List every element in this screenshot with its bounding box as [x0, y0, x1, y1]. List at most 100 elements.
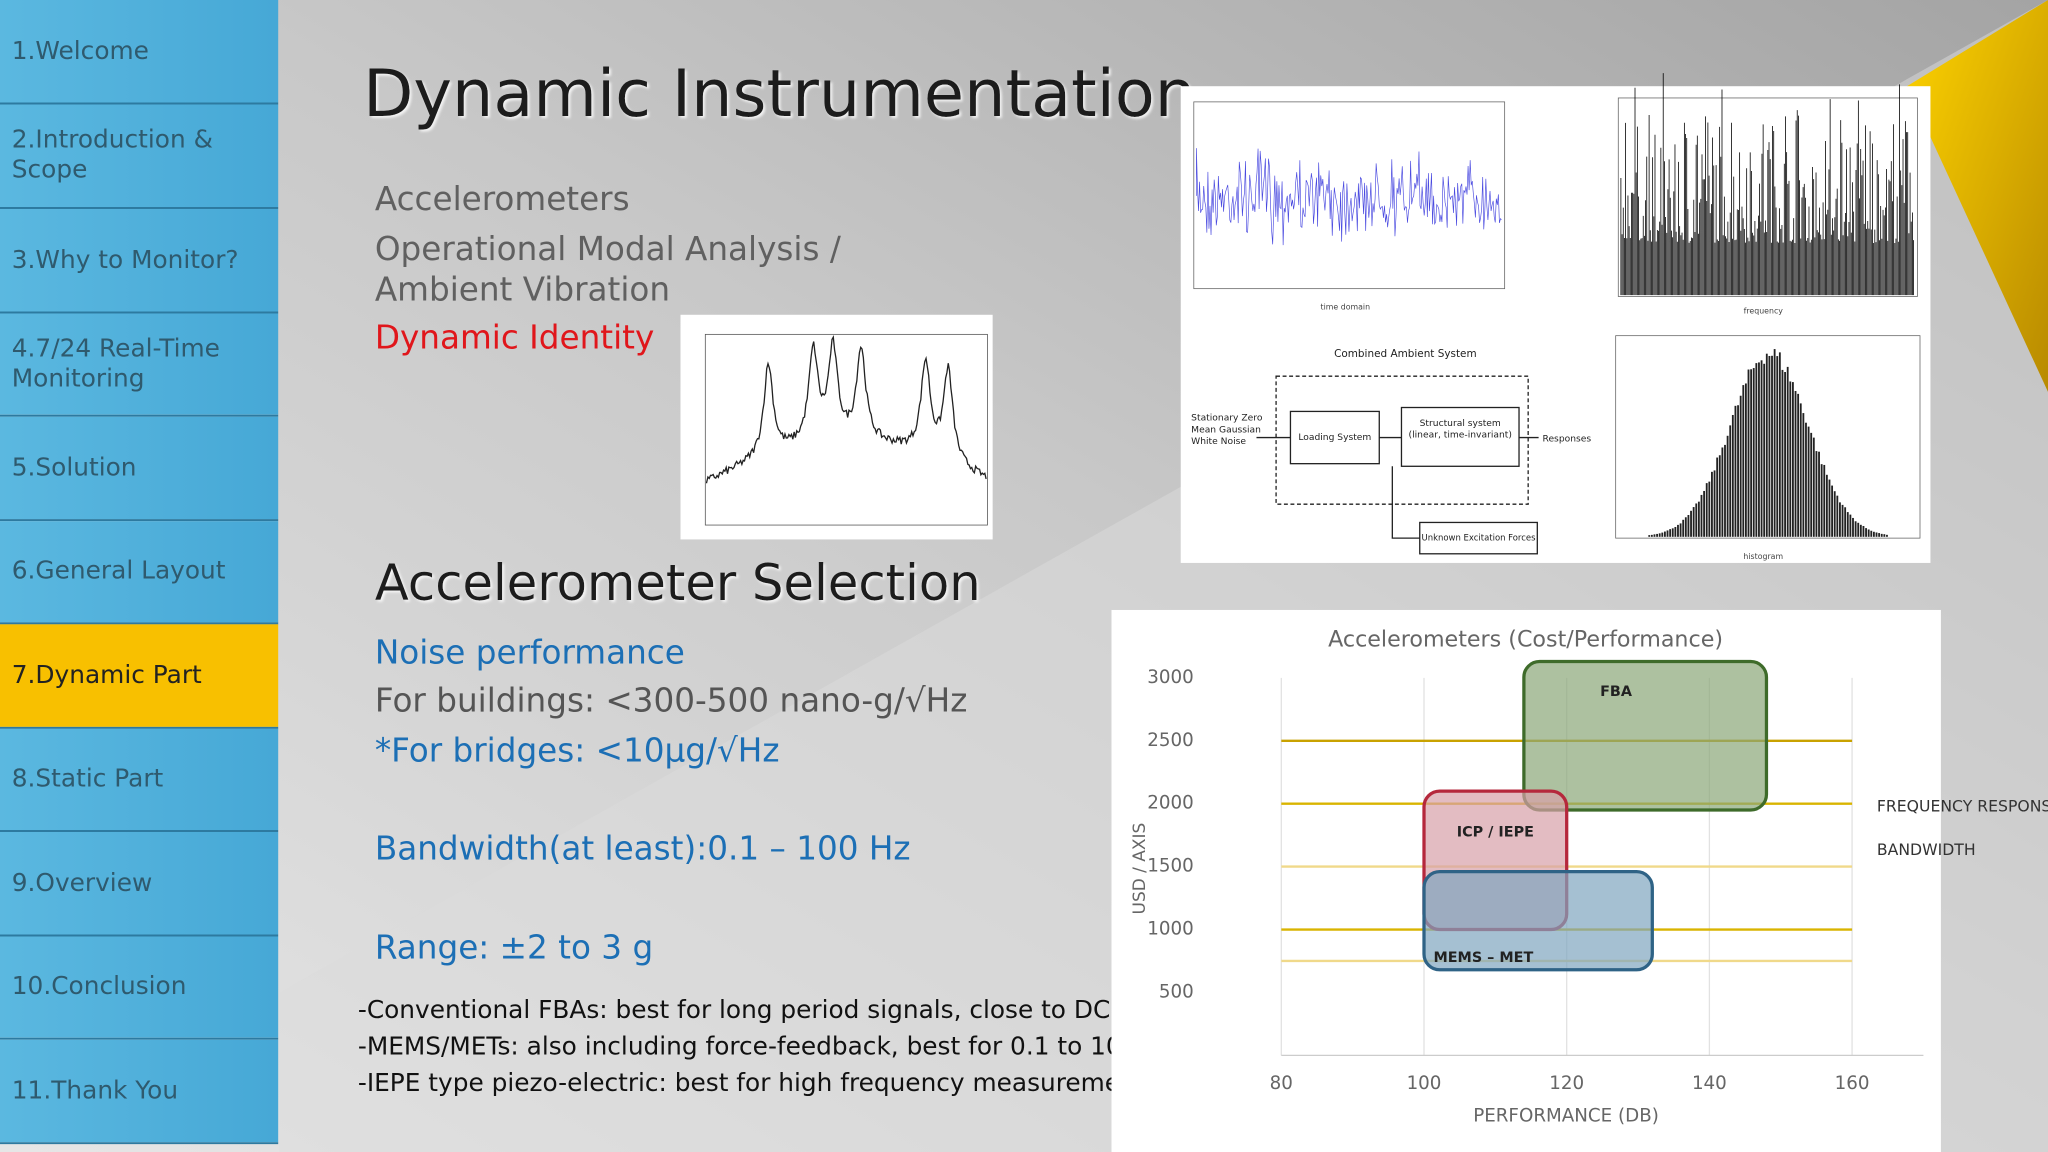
histogram-bar [1786, 366, 1789, 537]
histogram-bar [1828, 479, 1831, 537]
histogram-bar [1859, 524, 1862, 537]
nav-item[interactable] [0, 936, 279, 1038]
block [1419, 521, 1538, 555]
nav-item[interactable] [0, 624, 279, 727]
histogram-bar [1726, 435, 1729, 537]
nav-label-wrap: 5.Solution [11, 452, 137, 482]
figure-axes [1617, 97, 1918, 297]
histogram-bar [1784, 372, 1786, 537]
histogram-bar [1865, 528, 1867, 537]
nav-item[interactable] [0, 1039, 279, 1143]
nav-label[interactable]: 11.Thank You [11, 1075, 179, 1105]
nav-item[interactable] [0, 728, 279, 831]
topic: Ambient Vibration [375, 270, 670, 308]
histogram-bar [1674, 526, 1677, 537]
histogram-bar [1880, 533, 1883, 537]
nav-item[interactable] [0, 0, 279, 103]
figure-axes [1615, 335, 1921, 539]
figure-label: frequency [1744, 306, 1784, 315]
histogram-bar [1742, 385, 1745, 537]
spec: *For bridges: <10μg/√Hz [375, 731, 780, 769]
topic: Accelerometers [375, 180, 630, 218]
histogram-bar [1833, 491, 1836, 537]
nav-label-wrap: 6.General Layout [11, 556, 226, 586]
navigation: 1.Welcome 2.Introduction & Scope 3.Why to … [0, 0, 279, 1145]
x-tick-label: 120 [1549, 1073, 1584, 1094]
histogram-bar [1781, 369, 1784, 537]
histogram-bar [1812, 437, 1815, 537]
system-box [1275, 375, 1529, 505]
histogram-bar [1852, 517, 1854, 537]
nav-label-wrap: 11.Thank You [11, 1075, 179, 1105]
nav-label[interactable]: 2.Introduction & Scope [11, 125, 213, 185]
histogram-bar [1705, 483, 1708, 537]
nav-item[interactable] [0, 416, 279, 520]
histogram-bar [1773, 349, 1776, 537]
x-tick-label: 80 [1270, 1073, 1293, 1094]
histogram-bar [1648, 535, 1651, 537]
figure-frame [680, 314, 993, 540]
histogram-bar [1823, 464, 1826, 537]
nav-item[interactable] [0, 208, 279, 312]
histogram-bar [1695, 503, 1698, 537]
nav-item[interactable] [0, 104, 279, 208]
histogram-bar [1831, 485, 1834, 537]
nav-label[interactable]: 6.General Layout [11, 556, 226, 586]
ambient-figure: time domain frequency Combined Ambient S… [1180, 73, 1931, 563]
nav-label[interactable]: 10.Conclusion [11, 971, 187, 1001]
nav-label-wrap: 4.7/24 Real-Time Monitoring [11, 333, 220, 393]
histogram-bar [1718, 455, 1721, 537]
histogram-bar [1870, 530, 1873, 537]
nav-label[interactable]: 7.Dynamic Part [11, 660, 202, 689]
histogram-bar [1684, 517, 1687, 537]
histogram-bar [1794, 390, 1797, 537]
nav-label-wrap: 10.Conclusion [11, 971, 187, 1001]
nav-label-wrap: 1.Welcome [11, 35, 149, 65]
box-label: ICP / IEPE [1457, 825, 1534, 841]
histogram-bar [1739, 395, 1742, 537]
histogram-bar [1666, 530, 1669, 537]
figure-label-wrap: Structural system (linear, time-invarian… [1409, 418, 1512, 440]
nav-label[interactable]: 3.Why to Monitor? [11, 244, 239, 274]
figure-label: Loading System [1298, 433, 1371, 443]
nav-label[interactable]: 9.Overview [11, 867, 153, 897]
nav-label[interactable]: 4.7/24 Real-Time Monitoring [11, 333, 220, 393]
histogram-bar [1857, 522, 1860, 537]
range-box [1522, 659, 1769, 812]
histogram-bar [1802, 413, 1805, 537]
histogram-bar [1867, 529, 1870, 537]
spectrum-trace [705, 334, 987, 484]
histogram-bar [1682, 519, 1685, 537]
nav-label-wrap: 9.Overview [11, 867, 153, 897]
histogram-bar [1760, 360, 1763, 537]
histogram-bar [1690, 510, 1692, 537]
figure-label: Combined Ambient System [1334, 348, 1477, 360]
histogram-bar [1862, 525, 1865, 537]
histogram-bar [1844, 507, 1847, 537]
histogram-bar [1703, 490, 1706, 537]
slide-title: Dynamic Instrumentation [363, 56, 1196, 132]
histogram-bars [1648, 349, 1888, 537]
section-title: Accelerometer Selection [375, 554, 981, 612]
figure-label: Stationary Zero Mean Gaussian White Nois… [1191, 412, 1263, 447]
histogram-bar [1744, 383, 1747, 537]
histogram-bar [1661, 532, 1664, 537]
histogram-bar [1692, 507, 1695, 537]
nav-item[interactable] [0, 832, 279, 935]
note: -IEPE type piezo-electric: best for high… [358, 1068, 1146, 1097]
histogram-bar [1768, 355, 1771, 537]
nav-item[interactable] [0, 521, 279, 623]
histogram-bar [1878, 533, 1881, 537]
chart: Accelerometers (Cost/Performance) PERFOR… [1111, 609, 2048, 1152]
figure-axes [704, 333, 988, 526]
histogram-bar [1716, 457, 1719, 537]
nav-label[interactable]: 5.Solution [11, 452, 137, 482]
topic: Operational Modal Analysis / [375, 230, 841, 268]
nav-item[interactable] [0, 313, 279, 415]
spec: Noise performance [375, 633, 685, 671]
nav-label-wrap: 7.Dynamic Part [11, 660, 202, 689]
nav-label[interactable]: 8.Static Part [11, 764, 164, 793]
nav-label[interactable]: 1.Welcome [11, 35, 149, 65]
histogram-bar [1721, 447, 1724, 537]
